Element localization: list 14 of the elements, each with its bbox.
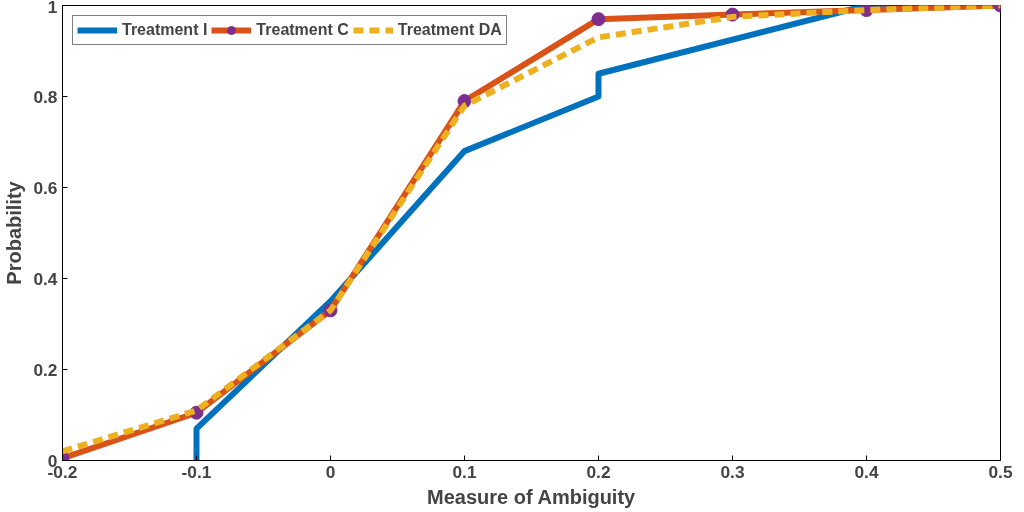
y-tick-label: 0.6 [33, 177, 58, 198]
x-tick-label: 0.1 [452, 461, 477, 482]
x-tick-label: 0.2 [586, 461, 611, 482]
y-tick-label: 0.4 [33, 268, 58, 289]
x-tick-label: 0.5 [988, 461, 1013, 482]
y-tick-label: 0.8 [33, 86, 58, 107]
x-axis-title: Measure of Ambiguity [427, 485, 637, 508]
x-tick-label: 0 [325, 461, 336, 482]
x-tick-label: -0.1 [181, 461, 212, 482]
y-tick-label: 0.2 [33, 359, 58, 380]
x-tick-label: 0.3 [720, 461, 745, 482]
x-tick-label: 0.4 [854, 461, 879, 482]
y-axis-title: Probability [3, 180, 26, 285]
y-tick-label: 1 [47, 0, 58, 17]
